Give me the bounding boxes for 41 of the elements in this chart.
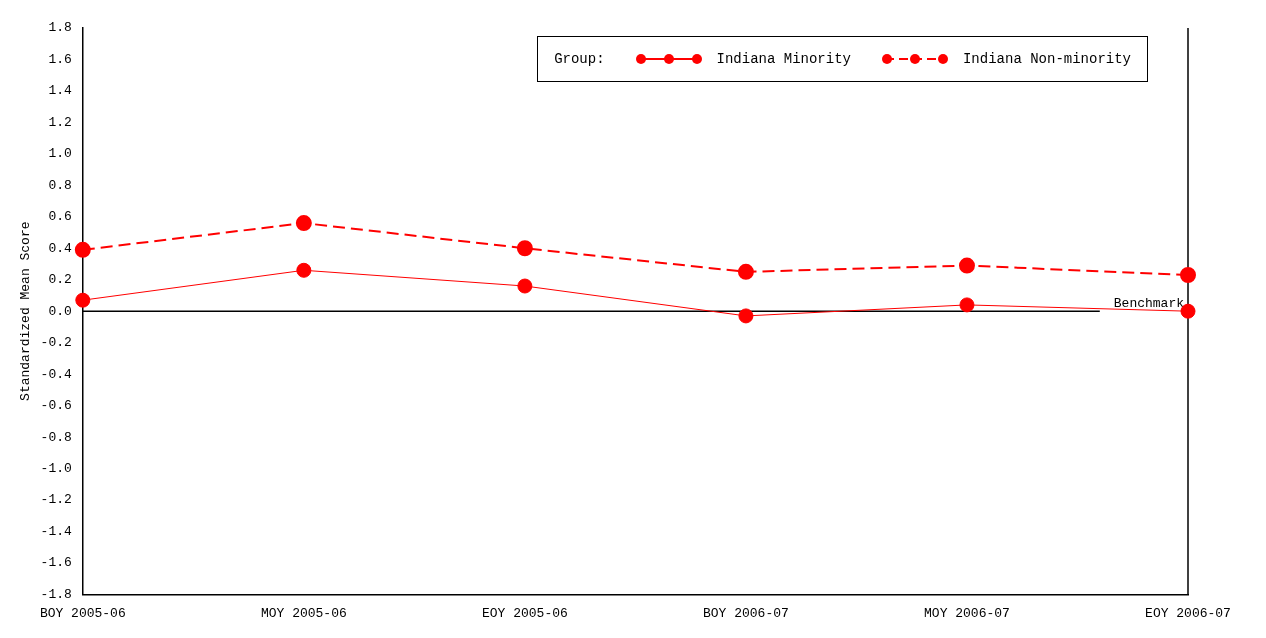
y-tick-label: 0.8 bbox=[48, 177, 72, 193]
y-tick-label: -0.8 bbox=[40, 429, 72, 445]
y-tick-label: 0.4 bbox=[48, 240, 72, 256]
y-tick-label: 0.2 bbox=[48, 272, 72, 288]
y-tick-label: 0.0 bbox=[48, 303, 72, 319]
y-tick-label: -1.4 bbox=[40, 523, 72, 539]
legend-label: Indiana Minority bbox=[716, 51, 851, 67]
y-tick-label: 1.4 bbox=[48, 83, 72, 99]
y-tick-label: 1.6 bbox=[48, 51, 72, 67]
y-tick-label: -0.6 bbox=[40, 398, 72, 414]
y-tick-label: -1.8 bbox=[40, 586, 72, 602]
y-tick-label: -0.4 bbox=[40, 366, 72, 382]
x-tick-label: MOY 2005-06 bbox=[260, 605, 347, 621]
point bbox=[516, 240, 533, 257]
point bbox=[517, 278, 533, 294]
y-tick-label: -0.2 bbox=[40, 335, 72, 351]
point bbox=[1180, 267, 1196, 284]
x-tick-label: EOY 2006-07 bbox=[1145, 605, 1231, 621]
y-axis-title: Standardized Mean Score bbox=[18, 221, 34, 401]
point bbox=[295, 215, 312, 232]
y-tick-label: 1.0 bbox=[48, 146, 72, 162]
x-tick-label: EOY 2005-06 bbox=[481, 605, 568, 621]
y-tick-label: 1.2 bbox=[48, 114, 72, 130]
point bbox=[75, 292, 91, 308]
y-tick-label: 1.8 bbox=[48, 20, 72, 36]
point bbox=[959, 297, 975, 313]
legend-title: Group: bbox=[554, 51, 605, 67]
y-tick-label: -1.6 bbox=[40, 555, 72, 571]
y-tick-label: -1.2 bbox=[40, 492, 72, 508]
ref-line-label: Benchmark bbox=[1113, 296, 1185, 312]
y-tick-label: 0.6 bbox=[48, 209, 72, 225]
point bbox=[738, 308, 754, 324]
y-tick-label: -1.0 bbox=[40, 460, 72, 476]
point bbox=[958, 257, 975, 274]
legend-label: Indiana Non-minority bbox=[962, 51, 1131, 67]
point bbox=[74, 241, 91, 258]
x-tick-label: MOY 2006-07 bbox=[924, 605, 1010, 621]
x-tick-label: BOY 2005-06 bbox=[39, 605, 126, 621]
point bbox=[296, 262, 312, 278]
x-tick-label: BOY 2006-07 bbox=[703, 605, 789, 621]
point bbox=[737, 263, 754, 280]
